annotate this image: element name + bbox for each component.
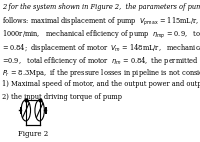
Text: 1000r/min,   mechanical efficiency of pump  $\eta_{mp}$ = 0.9,   total efficienc: 1000r/min, mechanical efficiency of pump… xyxy=(2,29,200,41)
Text: = 0.84;  displacement of motor  $V_m$ = 148mL/r,   mechanical efficiency of moto: = 0.84; displacement of motor $V_m$ = 14… xyxy=(2,42,200,54)
Text: $P_r$ = 8.3Mpa,  if the pressure losses in pipeline is not considered, calculate: $P_r$ = 8.3Mpa, if the pressure losses i… xyxy=(2,67,200,80)
Text: 2) the input driving torque of pump: 2) the input driving torque of pump xyxy=(2,93,122,101)
Text: 1) Maximal speed of motor, and the output power and output torque at this speed: 1) Maximal speed of motor, and the outpu… xyxy=(2,80,200,88)
Text: Figure 2: Figure 2 xyxy=(18,130,48,138)
Text: =0.9,   total efficiency of motor  $\eta_m$ = 0.84,  the permitted maximum press: =0.9, total efficiency of motor $\eta_m$… xyxy=(2,55,200,67)
Text: 2 for the system shown in Figure 2,  the parameters of pump and motor are as: 2 for the system shown in Figure 2, the … xyxy=(2,3,200,11)
Text: follows: maximal displacement of pump  $V_{p\rm max}$ = 115mL/r,   speed of pump: follows: maximal displacement of pump $V… xyxy=(2,16,200,28)
